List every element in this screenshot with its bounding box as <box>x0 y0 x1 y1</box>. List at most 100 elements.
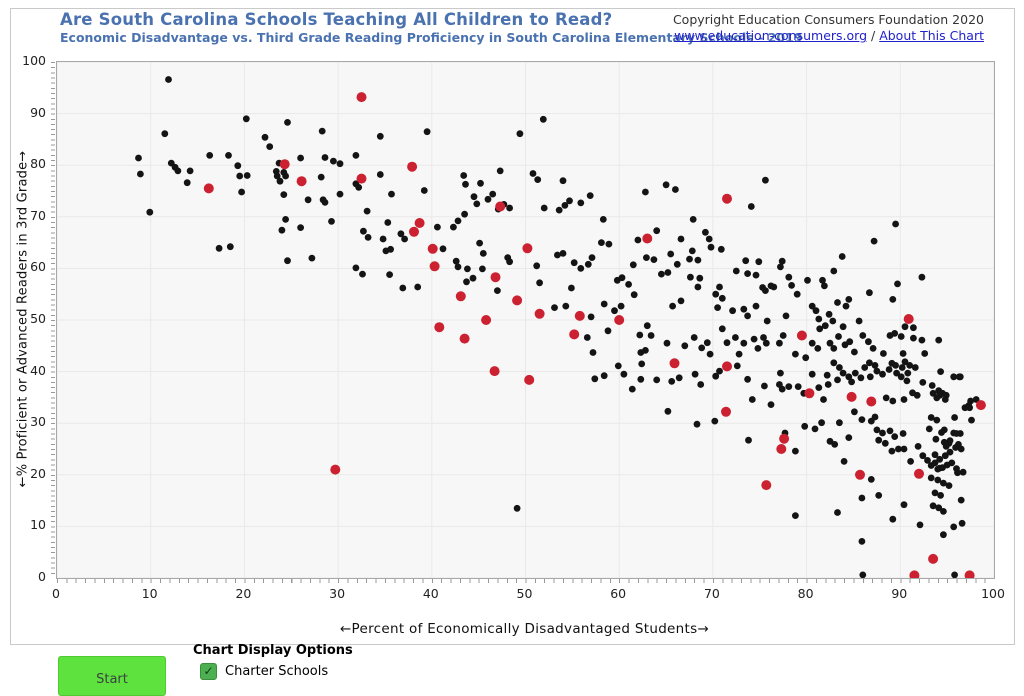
all-schools-point <box>629 261 637 269</box>
all-schools-point <box>816 325 824 333</box>
charter-schools-point <box>855 469 865 480</box>
site-link[interactable]: www.education-consumers.org <box>674 28 868 43</box>
all-schools-point <box>935 504 943 512</box>
all-schools-point <box>792 447 799 455</box>
charter-schools-point <box>489 366 500 377</box>
all-schools-point <box>714 304 721 311</box>
all-schools-point <box>762 287 769 294</box>
charter-schools-point <box>776 444 787 454</box>
all-schools-point <box>562 302 570 310</box>
all-schools-point <box>744 375 751 383</box>
all-schools-point <box>859 571 867 578</box>
x-tick-label: 40 <box>422 586 439 601</box>
x-tick-label: 10 <box>141 586 158 601</box>
start-button[interactable]: Start <box>58 656 166 696</box>
all-schools-point <box>793 290 801 298</box>
all-schools-point <box>910 324 917 332</box>
all-schools-point <box>745 436 752 444</box>
all-schools-point <box>845 373 853 381</box>
all-schools-point <box>940 479 947 487</box>
all-schools-point <box>770 283 778 291</box>
all-schools-point <box>379 235 387 243</box>
all-schools-point <box>834 299 841 306</box>
all-schools-point <box>762 339 770 347</box>
all-schools-point <box>577 199 585 207</box>
all-schools-point <box>831 441 839 448</box>
all-schools-point <box>718 325 726 333</box>
all-schools-point <box>577 265 585 272</box>
all-schools-point <box>261 133 269 141</box>
all-schools-point <box>506 258 513 266</box>
charter-schools-point <box>409 226 419 237</box>
all-schools-point <box>439 245 447 253</box>
all-schools-point <box>968 416 975 424</box>
about-chart-link[interactable]: About This Chart <box>879 28 984 43</box>
all-schools-point <box>815 315 823 323</box>
x-axis-title: ←Percent of Economically Disadvantaged S… <box>339 621 710 637</box>
link-separator: / <box>867 28 880 43</box>
charter-schools-checkbox[interactable]: ✓ <box>200 663 217 680</box>
all-schools-point <box>842 302 850 310</box>
charter-schools-point <box>903 314 914 324</box>
all-schools-point <box>748 396 756 403</box>
all-schools-point <box>933 416 941 424</box>
all-schools-point <box>718 294 726 302</box>
all-schools-point <box>808 370 816 378</box>
all-schools-point <box>904 369 912 377</box>
all-schools-point <box>460 172 468 179</box>
all-schools-point <box>667 250 675 258</box>
all-schools-point <box>696 274 704 282</box>
all-schools-point <box>297 154 304 162</box>
all-schools-point <box>599 216 607 223</box>
charter-schools-point <box>669 358 680 369</box>
all-schools-point <box>906 362 914 369</box>
all-schools-point <box>462 180 469 188</box>
charter-schools-point <box>490 272 501 283</box>
copyright-block: Copyright Education Consumers Foundation… <box>673 12 984 44</box>
all-schools-point <box>776 339 783 347</box>
all-schools-point <box>364 234 372 241</box>
all-schools-point <box>932 435 940 443</box>
all-schools-point <box>858 416 866 423</box>
all-schools-point <box>570 259 578 267</box>
all-schools-point <box>355 184 363 191</box>
charter-schools-point <box>779 433 790 444</box>
all-schools-point <box>352 264 360 272</box>
all-schools-point <box>386 271 393 278</box>
all-schools-point <box>858 494 866 502</box>
all-schools-point <box>551 304 558 311</box>
all-schools-point <box>642 188 649 196</box>
all-schools-point <box>879 370 886 378</box>
all-schools-point <box>414 283 422 291</box>
charter-schools-point <box>434 322 445 333</box>
all-schools-point <box>755 258 763 266</box>
all-schools-point <box>317 173 325 181</box>
all-schools-point <box>938 429 945 436</box>
all-schools-point <box>927 474 935 482</box>
all-schools-point <box>937 368 944 375</box>
all-schools-point <box>839 369 847 377</box>
all-schools-point <box>804 276 811 284</box>
all-schools-point <box>866 359 873 367</box>
all-schools-point <box>555 206 563 214</box>
all-schools-point <box>618 274 626 282</box>
all-schools-point <box>664 407 672 415</box>
all-schools-point <box>533 262 541 270</box>
charter-schools-point <box>455 291 466 302</box>
charter-schools-point <box>846 391 857 402</box>
all-schools-point <box>903 377 911 385</box>
all-schools-point <box>777 263 784 271</box>
all-schools-point <box>785 383 793 390</box>
all-schools-point <box>927 462 935 469</box>
all-schools-point <box>677 297 685 305</box>
all-schools-point <box>642 347 649 354</box>
all-schools-point <box>234 162 242 170</box>
all-schools-point <box>630 291 638 299</box>
all-schools-point <box>278 226 286 234</box>
y-tick-label: 70 <box>30 207 46 223</box>
all-schools-point <box>845 296 853 303</box>
all-schools-point <box>931 451 939 459</box>
all-schools-point <box>880 350 887 357</box>
charter-schools-point <box>722 193 732 204</box>
